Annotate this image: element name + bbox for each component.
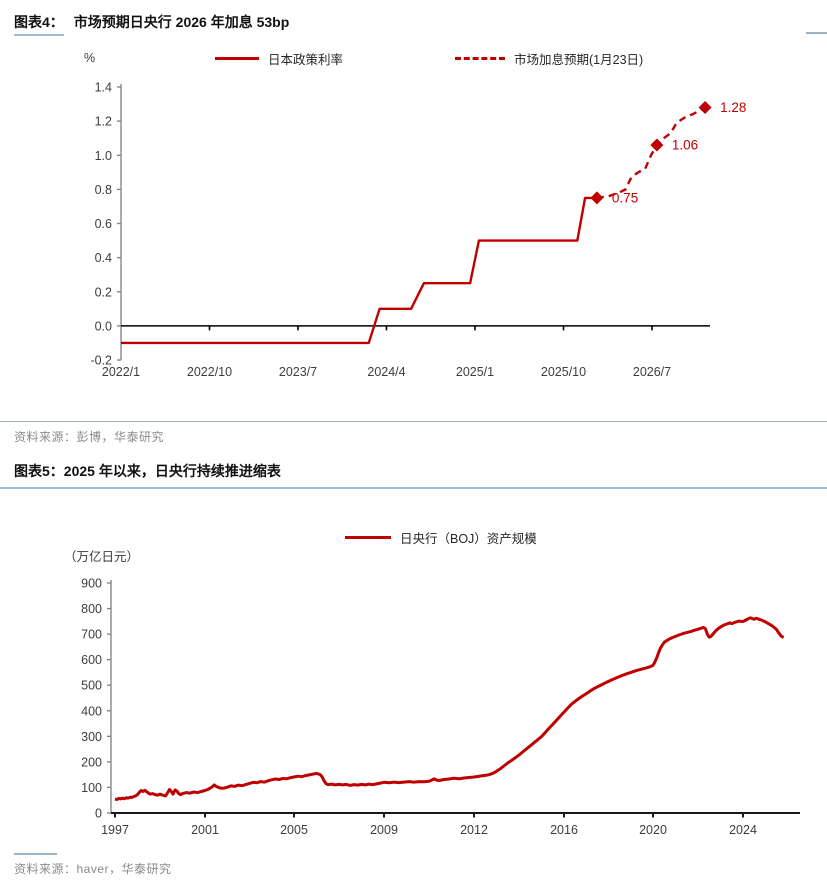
y-tick-label: 1.0 xyxy=(95,149,112,163)
y-tick-label: -0.2 xyxy=(90,354,112,368)
legend-label: 市场加息预期(1月23日) xyxy=(514,52,644,67)
y-tick-label: 500 xyxy=(81,679,102,693)
adjacent-column-rule-fragment xyxy=(806,32,827,34)
figure5-label: 图表5： xyxy=(14,463,64,479)
y-tick-label: 1.2 xyxy=(95,115,112,129)
y-tick-label: 0 xyxy=(95,807,102,821)
x-tick-label: 2026/7 xyxy=(633,365,671,379)
x-tick-label: 2025/10 xyxy=(541,365,586,379)
y-tick-label: 0.8 xyxy=(95,183,112,197)
x-tick-label: 2024/4 xyxy=(367,365,405,379)
diamond-marker xyxy=(650,138,664,152)
x-tick-label: 2009 xyxy=(370,823,398,837)
figure4-title-text: 市场预期日央行 2026 年加息 53bp xyxy=(73,14,290,30)
y-tick-label: 0.2 xyxy=(95,285,112,299)
figure5-title: 图表5：2025 年以来，日央行持续推进缩表 xyxy=(14,461,827,481)
footer-rule-fragment xyxy=(14,853,57,855)
y-tick-label: 300 xyxy=(81,730,102,744)
x-tick-label: 2016 xyxy=(550,823,578,837)
y-tick-label: 800 xyxy=(81,602,102,616)
x-tick-label: 2020 xyxy=(639,823,667,837)
legend-label: 日央行（BOJ）资产规模 xyxy=(400,531,537,546)
series-line xyxy=(121,196,597,345)
y-tick-label: 900 xyxy=(81,577,102,591)
y-tick-label: 0.6 xyxy=(95,217,112,231)
figure4-source: 资料来源：彭博，华泰研究 xyxy=(14,430,165,444)
x-tick-label: 2005 xyxy=(280,823,308,837)
y-tick-label: 200 xyxy=(81,755,102,769)
x-tick-label: 2022/1 xyxy=(102,365,140,379)
y-tick-label: 700 xyxy=(81,628,102,642)
x-tick-label: 2022/10 xyxy=(187,365,232,379)
y-tick-label: 1.4 xyxy=(95,81,112,95)
dashed-line-swatch xyxy=(455,56,505,60)
diamond-marker xyxy=(590,191,604,205)
y-tick-label: 0.4 xyxy=(95,251,112,265)
x-tick-label: 2025/1 xyxy=(456,365,494,379)
legend-boj-assets: 日央行（BOJ）资产规模 xyxy=(345,529,537,546)
figure4-label: 图表4： xyxy=(14,12,64,36)
x-tick-label: 2024 xyxy=(729,823,757,837)
y-tick-label: 400 xyxy=(81,704,102,718)
figure4-y-unit: % xyxy=(84,51,96,65)
y-tick-label: 100 xyxy=(81,781,102,795)
forecast-dashed-line xyxy=(596,106,706,200)
x-tick-label: 2001 xyxy=(191,823,219,837)
legend-policy-rate: 日本政策利率 xyxy=(215,50,344,67)
figure5-source: 资料来源：haver，华泰研究 xyxy=(14,862,172,876)
figure5-chart: 900 800 700 600 500 400 300 200 100 0 1997 2001 2005… xyxy=(81,577,800,837)
y-tick-label: 0.0 xyxy=(95,319,112,333)
x-tick-label: 1997 xyxy=(101,823,129,837)
figure5-title-block: 图表5：2025 年以来，日央行持续推进缩表 xyxy=(0,461,827,489)
series-line xyxy=(114,616,785,801)
x-tick-label: 2023/7 xyxy=(279,365,317,379)
diamond-marker xyxy=(698,100,712,114)
solid-line-swatch xyxy=(215,56,259,60)
marker-data-label: 1.06 xyxy=(672,138,698,153)
legend-label: 日本政策利率 xyxy=(268,52,344,67)
y-tick-label: 600 xyxy=(81,653,102,667)
marker-data-label: 1.28 xyxy=(720,100,746,115)
section-divider xyxy=(0,421,827,422)
figure5-title-text: 2025 年以来，日央行持续推进缩表 xyxy=(63,463,281,479)
figure4-title: 图表4： 市场预期日央行 2026 年加息 53bp xyxy=(14,12,289,36)
figure5-y-unit: （万亿日元） xyxy=(64,550,140,564)
marker-data-label: 0.75 xyxy=(612,190,638,205)
legend-hike-expectation: 市场加息预期(1月23日) xyxy=(455,50,644,67)
x-tick-label: 2012 xyxy=(460,823,488,837)
solid-line-swatch xyxy=(345,535,391,539)
